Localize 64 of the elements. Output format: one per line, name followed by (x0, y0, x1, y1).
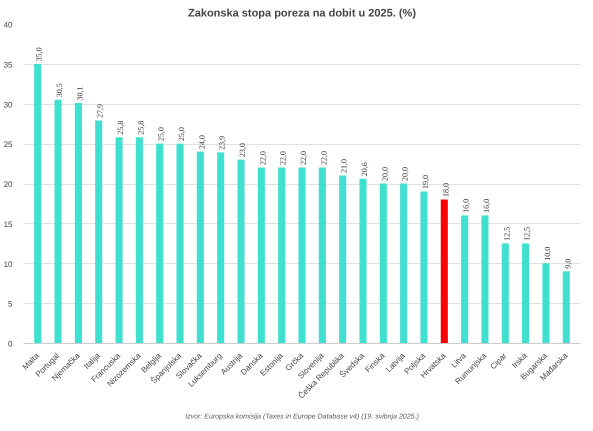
bar (258, 168, 265, 344)
bar (176, 144, 184, 344)
data-label: 30,5 (55, 83, 64, 98)
bar (318, 168, 326, 344)
data-label: 22,0 (278, 151, 288, 166)
bar (502, 243, 509, 344)
y-tick-label: 35 (4, 60, 14, 70)
data-label: 25,8 (116, 120, 126, 135)
bar (115, 137, 123, 344)
data-label: 25,0 (177, 127, 186, 142)
data-label: 23,9 (218, 136, 227, 150)
bar (278, 168, 286, 344)
data-label: 25,8 (136, 120, 146, 135)
bar (298, 168, 306, 344)
y-tick-label: 0 (8, 340, 14, 348)
bar (339, 176, 346, 344)
bar (196, 152, 204, 344)
data-label: 16,0 (482, 198, 491, 213)
data-label: 12,5 (502, 226, 512, 241)
bar (440, 199, 448, 344)
y-tick-label: 15 (4, 220, 14, 229)
data-label: 22,0 (258, 151, 268, 166)
bar (54, 100, 62, 344)
data-label: 35,0 (34, 47, 44, 62)
data-label: 23,0 (238, 143, 248, 158)
bar (380, 184, 387, 344)
y-tick-label: 10 (4, 260, 14, 269)
bar (562, 271, 570, 344)
data-label: 20,6 (360, 162, 369, 176)
bar (522, 243, 530, 344)
data-label: 10,0 (542, 246, 552, 261)
y-tick-label: 40 (4, 20, 14, 30)
bar (136, 137, 143, 344)
bar (156, 144, 164, 344)
bar (217, 152, 224, 344)
data-label: 20,0 (400, 167, 410, 181)
bar (237, 160, 245, 344)
bar (95, 120, 102, 344)
data-label: 18,0 (441, 182, 450, 197)
y-tick-label: 5 (8, 300, 14, 309)
data-label: 27,9 (96, 104, 105, 118)
bar (34, 64, 42, 344)
chart-title: Zakonska stopa poreza na dobit u 2025. (%) (188, 8, 416, 20)
data-label: 20,0 (380, 167, 390, 181)
y-tick-label: 30 (4, 100, 14, 110)
data-label: 21,0 (340, 159, 349, 174)
data-label: 24,0 (197, 135, 206, 150)
bar (481, 215, 489, 344)
bar (74, 102, 82, 344)
data-label: 25,0 (156, 127, 166, 142)
bar (359, 178, 367, 344)
bar (542, 263, 550, 344)
bar (420, 191, 428, 344)
data-label: 22,0 (299, 151, 308, 166)
y-tick-label: 20 (4, 180, 14, 189)
y-tick-label: 25 (4, 140, 14, 150)
data-label: 30,1 (75, 86, 84, 100)
data-label: 19,0 (420, 174, 430, 189)
data-label: 16,0 (462, 198, 471, 213)
data-label: 22,0 (319, 151, 328, 166)
data-label: 9,0 (563, 258, 572, 269)
bar (461, 215, 468, 344)
bar (400, 184, 408, 344)
data-label: 12,5 (522, 226, 532, 241)
